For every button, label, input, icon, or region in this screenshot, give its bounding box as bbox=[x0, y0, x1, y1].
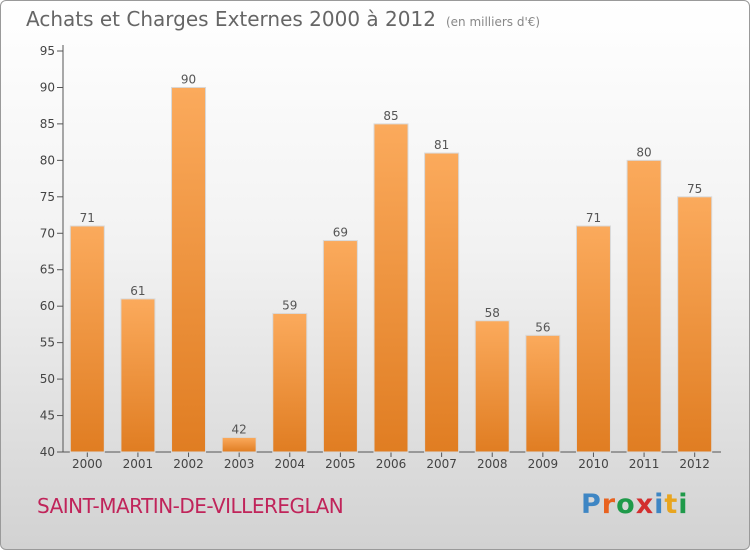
x-tick-label: 2000 bbox=[72, 457, 103, 471]
logo-letter: t bbox=[664, 489, 679, 520]
y-tick-label: 90 bbox=[40, 80, 55, 94]
y-tick-label: 65 bbox=[40, 263, 55, 277]
y-tick-label: 55 bbox=[40, 336, 55, 350]
bar-2005[interactable] bbox=[322, 240, 358, 453]
bar-2000[interactable] bbox=[69, 225, 105, 453]
x-tick-label: 2002 bbox=[173, 457, 204, 471]
data-label: 71 bbox=[80, 211, 95, 225]
bar-2008[interactable] bbox=[474, 320, 510, 453]
y-tick-label: 70 bbox=[40, 226, 55, 240]
data-label: 90 bbox=[181, 72, 196, 86]
logo-letter: i bbox=[654, 489, 665, 520]
x-tick-label: 2011 bbox=[629, 457, 660, 471]
y-tick-label: 80 bbox=[40, 153, 55, 167]
data-label: 71 bbox=[586, 211, 601, 225]
y-tick-label: 45 bbox=[40, 409, 55, 423]
x-tick-label: 2012 bbox=[679, 457, 710, 471]
x-tick-label: 2003 bbox=[224, 457, 255, 471]
chart-title-text: Achats et Charges Externes 2000 à 2012 bbox=[26, 7, 436, 31]
data-label: 69 bbox=[333, 226, 348, 240]
logo-letter: o bbox=[616, 489, 636, 520]
data-label: 61 bbox=[130, 284, 145, 298]
y-tick-label: 50 bbox=[40, 372, 55, 386]
bar-2009[interactable] bbox=[525, 334, 561, 453]
bar-2006[interactable] bbox=[373, 123, 409, 453]
data-labels: 71 61 90 42 59 69 85 81 58 56 71 80 75 bbox=[80, 72, 703, 436]
data-label: 81 bbox=[434, 138, 449, 152]
bars bbox=[69, 86, 713, 453]
data-label: 85 bbox=[383, 109, 398, 123]
y-tick-label: 75 bbox=[40, 190, 55, 204]
commune-name: SAINT-MARTIN-DE-VILLEREGLAN bbox=[37, 494, 344, 518]
bar-2012[interactable] bbox=[677, 196, 713, 453]
data-label: 58 bbox=[485, 306, 500, 320]
proxiti-logo[interactable]: Proxiti bbox=[581, 489, 689, 520]
axes: 40 45 50 55 60 65 70 75 80 85 90 95 2000 2001 2002 2003… bbox=[40, 44, 721, 471]
data-label: 56 bbox=[535, 320, 550, 334]
data-label: 80 bbox=[636, 145, 651, 159]
bar-2004[interactable] bbox=[272, 312, 308, 453]
data-label: 59 bbox=[282, 298, 297, 312]
x-tick-label: 2010 bbox=[578, 457, 609, 471]
x-tick-label: 2006 bbox=[376, 457, 407, 471]
y-tick-label: 60 bbox=[40, 299, 55, 313]
bar-2010[interactable] bbox=[575, 225, 611, 453]
logo-letter: r bbox=[601, 489, 617, 520]
bar-2011[interactable] bbox=[626, 159, 662, 453]
x-tick-label: 2005 bbox=[325, 457, 356, 471]
x-tick-label: 2001 bbox=[123, 457, 154, 471]
bar-2001[interactable] bbox=[120, 298, 156, 453]
logo-letter: P bbox=[581, 489, 602, 520]
logo-letter: x bbox=[635, 489, 655, 520]
y-tick-label: 40 bbox=[40, 445, 55, 459]
chart-title: Achats et Charges Externes 2000 à 2012 (e… bbox=[26, 7, 540, 31]
x-tick-label: 2007 bbox=[426, 457, 457, 471]
x-tick-label: 2009 bbox=[528, 457, 559, 471]
x-tick-label: 2008 bbox=[477, 457, 508, 471]
data-label: 75 bbox=[687, 182, 702, 196]
logo-letter: i bbox=[678, 489, 689, 520]
y-tick-label: 85 bbox=[40, 117, 55, 131]
y-tick-label: 95 bbox=[40, 44, 55, 58]
bar-2007[interactable] bbox=[424, 152, 460, 453]
data-label: 42 bbox=[232, 422, 247, 436]
bar-2002[interactable] bbox=[171, 86, 207, 453]
unit-label: (en milliers d'€) bbox=[445, 15, 541, 29]
x-tick-label: 2004 bbox=[274, 457, 305, 471]
bar-2003[interactable] bbox=[221, 436, 257, 453]
